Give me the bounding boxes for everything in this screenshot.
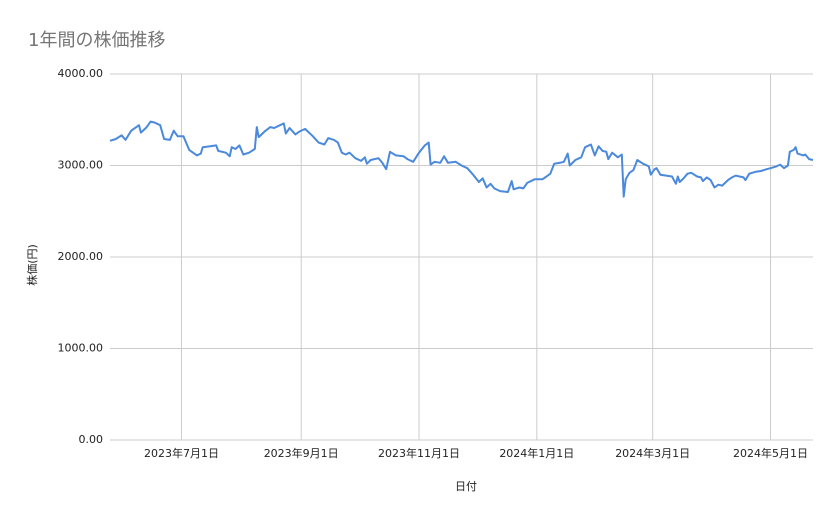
chart-title: 1年間の株価推移 — [28, 30, 165, 51]
x-tick-label: 2023年9月1日 — [264, 446, 339, 460]
x-tick-label: 2024年1月1日 — [499, 446, 574, 460]
y-axis-label: 株価(円) — [25, 244, 39, 286]
x-tick-label: 2023年11月1日 — [378, 446, 460, 460]
y-tick-label: 3000.00 — [58, 159, 104, 172]
y-tick-label: 4000.00 — [58, 67, 104, 80]
x-tick-label: 2024年3月1日 — [615, 446, 690, 460]
x-axis-label: 日付 — [455, 480, 477, 493]
x-tick-label: 2023年7月1日 — [144, 446, 219, 460]
y-tick-label: 2000.00 — [58, 250, 104, 263]
x-tick-label: 2024年5月1日 — [733, 446, 808, 460]
y-tick-label: 0.00 — [79, 433, 104, 446]
y-tick-label: 1000.00 — [58, 342, 104, 355]
data-line — [109, 120, 814, 198]
